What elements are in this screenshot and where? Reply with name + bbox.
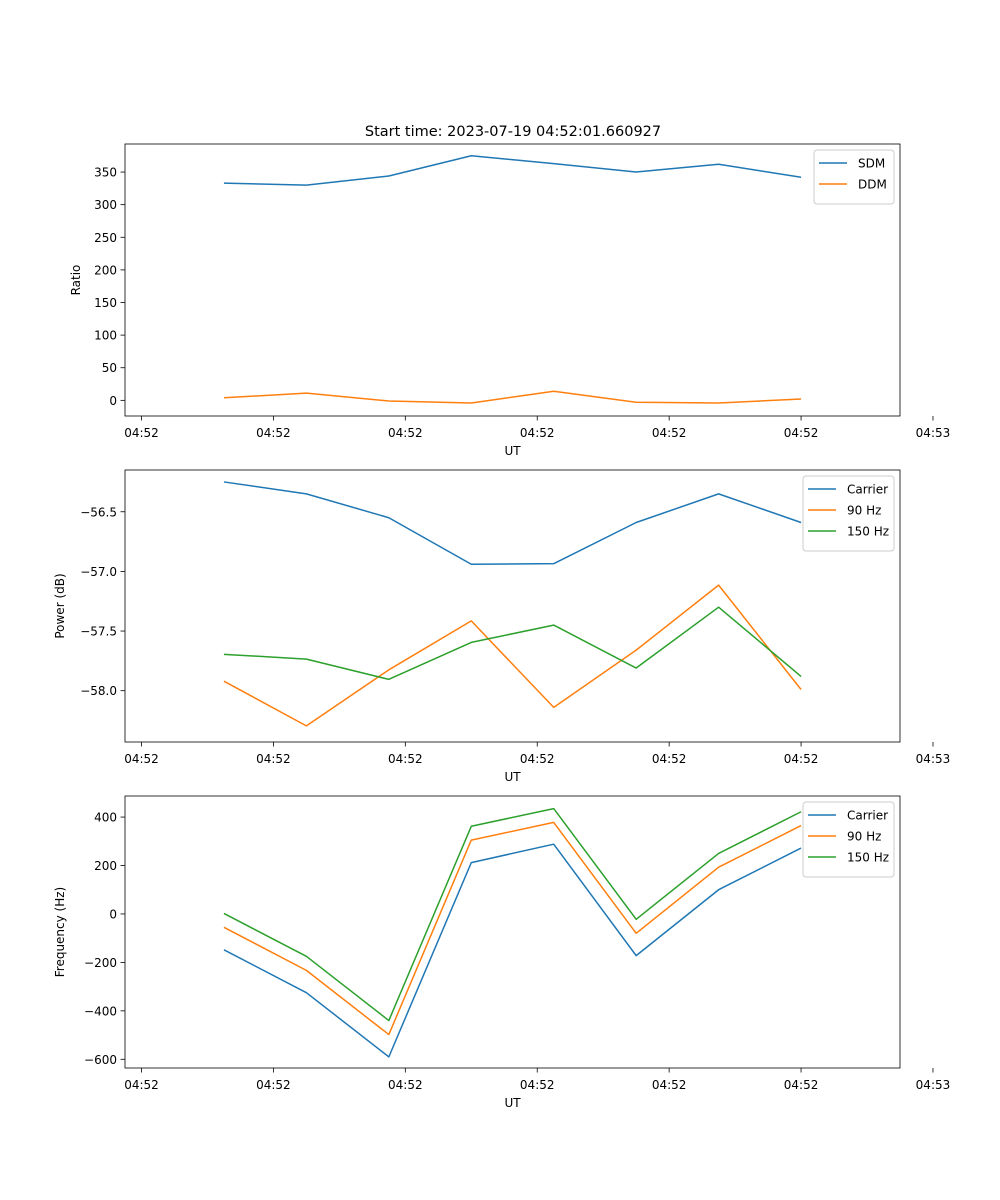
x-tick-label: 04:52 bbox=[256, 752, 291, 766]
x-tick-label: 04:52 bbox=[124, 426, 159, 440]
x-tick-label: 04:53 bbox=[916, 1078, 951, 1092]
y-tick-label: 250 bbox=[94, 231, 117, 245]
series-line-ddm bbox=[223, 390, 802, 404]
y-tick-label: −400 bbox=[84, 1004, 117, 1018]
subplot-2: 04:52 04:52 04:52 04:52 04:52 04:52 04:53 −58.0… bbox=[53, 469, 951, 784]
y-tick-label: −57.0 bbox=[80, 565, 117, 579]
x-tick-label: 04:52 bbox=[520, 752, 555, 766]
series-line-sdm bbox=[223, 154, 802, 186]
x-axis-label: UT bbox=[504, 444, 521, 458]
x-tick-label: 04:52 bbox=[520, 1078, 555, 1092]
y-tick-label: 400 bbox=[94, 811, 117, 825]
legend-label: Carrier bbox=[847, 809, 888, 823]
series-line-carrier bbox=[223, 481, 802, 565]
y-tick-label: −57.5 bbox=[80, 625, 117, 639]
x-tick-label: 04:52 bbox=[784, 426, 819, 440]
series-line-150-hz bbox=[223, 606, 802, 681]
legend-label: 90 Hz bbox=[847, 830, 881, 844]
x-tick-label: 04:52 bbox=[388, 1078, 423, 1092]
series-line-150-hz bbox=[223, 807, 802, 1022]
y-tick-label: 200 bbox=[94, 859, 117, 873]
x-tick-label: 04:53 bbox=[916, 752, 951, 766]
legend-label: SDM bbox=[858, 157, 885, 171]
legend: SDM DDM bbox=[813, 149, 895, 205]
y-tick-label: 150 bbox=[94, 296, 117, 310]
x-tick-label: 04:52 bbox=[520, 426, 555, 440]
y-tick-label: 350 bbox=[94, 166, 117, 180]
y-tick-label: −56.5 bbox=[80, 505, 117, 519]
x-tick-label: 04:52 bbox=[256, 1078, 291, 1092]
y-tick-label: −600 bbox=[84, 1053, 117, 1067]
x-tick-label: 04:53 bbox=[916, 426, 951, 440]
x-axis-label: UT bbox=[504, 770, 521, 784]
x-tick-label: 04:52 bbox=[652, 752, 687, 766]
x-tick-label: 04:52 bbox=[784, 1078, 819, 1092]
y-tick-label: 0 bbox=[109, 907, 117, 921]
legend-box bbox=[802, 475, 895, 552]
y-tick-label: 0 bbox=[109, 394, 117, 408]
x-axis-label: UT bbox=[504, 1096, 521, 1110]
x-tick-label: 04:52 bbox=[652, 1078, 687, 1092]
subplots: 04:52 04:52 04:52 04:52 04:52 04:52 04:53 0 50 10… bbox=[53, 143, 951, 1110]
series-line-carrier bbox=[223, 843, 802, 1058]
legend-label: 90 Hz bbox=[847, 504, 881, 518]
subplot-1: 04:52 04:52 04:52 04:52 04:52 04:52 04:53 0 50 10… bbox=[69, 143, 951, 458]
series-line-90-hz bbox=[223, 821, 802, 1036]
legend-box bbox=[802, 801, 895, 878]
legend-label: Carrier bbox=[847, 483, 888, 497]
legend-label: 150 Hz bbox=[847, 851, 889, 865]
y-tick-label: 100 bbox=[94, 329, 117, 343]
y-tick-label: 300 bbox=[94, 198, 117, 212]
y-tick-label: −200 bbox=[84, 956, 117, 970]
series-line-90-hz bbox=[223, 584, 802, 727]
y-tick-label: −58.0 bbox=[80, 684, 117, 698]
legend: Carrier 90 Hz 150 Hz bbox=[802, 475, 895, 552]
x-tick-label: 04:52 bbox=[124, 1078, 159, 1092]
legend-label: 150 Hz bbox=[847, 525, 889, 539]
figure-title: Start time: 2023-07-19 04:52:01.660927 bbox=[365, 124, 661, 140]
x-tick-label: 04:52 bbox=[256, 426, 291, 440]
y-axis-label: Ratio bbox=[69, 265, 83, 296]
y-axis-label: Power (dB) bbox=[53, 573, 67, 638]
axes-frame bbox=[124, 143, 901, 417]
legend-label: DDM bbox=[858, 178, 887, 192]
legend: Carrier 90 Hz 150 Hz bbox=[802, 801, 895, 878]
axes-frame bbox=[124, 795, 901, 1069]
axes-frame bbox=[124, 469, 901, 743]
x-tick-label: 04:52 bbox=[784, 752, 819, 766]
y-tick-label: 200 bbox=[94, 263, 117, 277]
x-tick-label: 04:52 bbox=[652, 426, 687, 440]
y-axis-label: Frequency (Hz) bbox=[53, 887, 67, 978]
x-tick-label: 04:52 bbox=[124, 752, 159, 766]
subplot-3: 04:52 04:52 04:52 04:52 04:52 04:52 04:53 −600 −… bbox=[53, 795, 951, 1110]
x-tick-label: 04:52 bbox=[388, 426, 423, 440]
y-tick-label: 50 bbox=[102, 361, 117, 375]
x-tick-label: 04:52 bbox=[388, 752, 423, 766]
